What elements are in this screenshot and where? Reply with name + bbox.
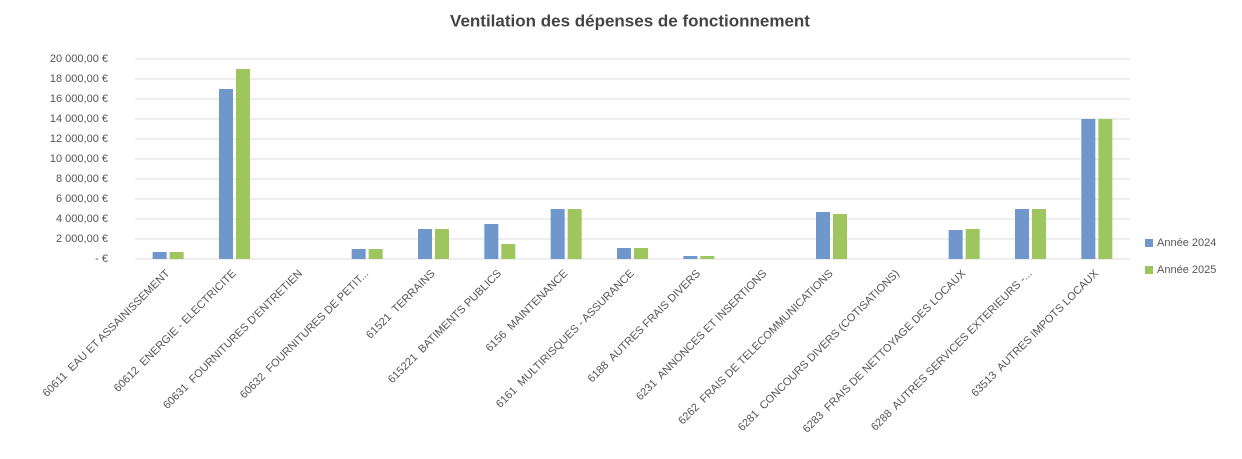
x-tick-label: 61521 TERRAINS [364,268,438,342]
legend-label: Année 2024 [1157,237,1216,249]
x-tick-label: 60631 FOURNITURES D'ENTRETIEN [161,268,305,412]
x-tick-label: 6188 AUTRES FRAIS DIVERS [586,268,703,385]
bar [351,249,366,259]
y-tick-label: 2 000,00 € [56,233,108,245]
bar [700,256,715,259]
legend-swatch [1145,239,1153,247]
x-tick-label: 63513 AUTRES IMPOTS LOCAUX [969,267,1101,399]
bar [1015,209,1029,259]
bar [152,252,167,259]
y-tick-label: 6 000,00 € [56,193,108,205]
bar [617,248,631,259]
bar [418,229,432,259]
bar [683,256,698,259]
chart-title: Ventilation des dépenses de fonctionneme… [450,11,810,30]
x-tick-label: 60612 ENERGIE - ELECTRICITE [112,268,239,395]
bar [368,249,383,259]
bar [435,229,449,259]
bar [1098,119,1113,259]
bar [236,69,250,259]
x-tick-label: 615221 BATIMENTS PUBLICS [386,268,504,386]
bar [948,230,963,259]
bar [169,252,184,259]
x-tick-label: 60611 EAU ET ASSAINISSEMENT [41,268,173,400]
y-tick-label: 20 000,00 € [50,53,108,65]
y-tick-label: 16 000,00 € [50,93,108,105]
bar [1032,209,1046,259]
bar [816,212,830,259]
y-tick-label: 14 000,00 € [50,113,108,125]
x-tick-label: 60632 FOURNITURES DE PETIT... [238,268,371,401]
x-tick-label: 6262 FRAIS DE TELECOMMUNICATIONS [676,268,835,427]
y-tick-label: 10 000,00 € [50,153,108,165]
bar [484,224,499,259]
y-tick-label: - € [95,253,108,265]
bar [833,214,847,259]
x-tick-label: 6161 MULTIRISQUES - ASSURANCE [494,268,637,411]
y-tick-label: 4 000,00 € [56,213,108,225]
y-tick-label: 8 000,00 € [56,173,108,185]
y-tick-label: 12 000,00 € [50,133,108,145]
y-tick-label: 18 000,00 € [50,73,108,85]
bar [965,229,980,259]
legend-label: Année 2025 [1157,264,1216,276]
legend-swatch [1145,266,1153,274]
bar [550,209,565,259]
x-tick-label: 6231 ANNONCES ET INSERTIONS [634,268,769,403]
bar [219,89,233,259]
bar [501,244,516,259]
bar [567,209,582,259]
bar [1081,119,1096,259]
bar [634,248,648,259]
